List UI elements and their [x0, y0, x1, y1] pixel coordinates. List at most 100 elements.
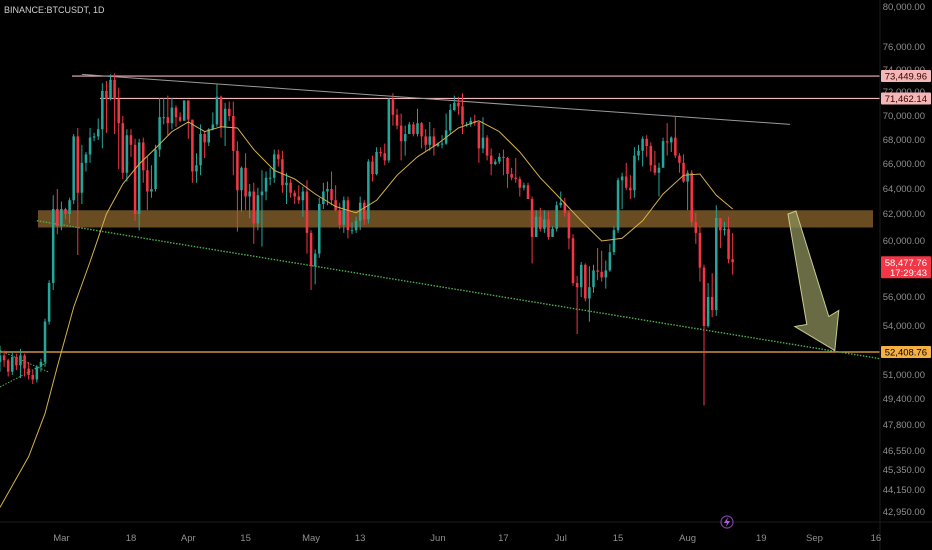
candle-body: [416, 123, 419, 134]
candle-body: [534, 216, 538, 237]
candle-body: [330, 189, 333, 201]
candle-body: [723, 228, 726, 231]
candle-body: [399, 125, 403, 142]
candle-body: [268, 177, 272, 179]
candle-body: [137, 142, 141, 214]
candle-body: [383, 153, 387, 161]
candle-body: [649, 146, 653, 166]
x-tick-label: Jun: [430, 533, 445, 544]
candle-body: [80, 162, 84, 193]
price-tag: [881, 345, 931, 358]
candle-body: [187, 100, 190, 120]
candle-body: [371, 161, 374, 174]
x-tick-label: Apr: [181, 533, 196, 544]
candle-body: [146, 170, 149, 192]
x-tick-label: 15: [240, 533, 251, 544]
candle-body: [6, 360, 10, 372]
candle-body: [395, 114, 399, 126]
resistance-trendline: [81, 73, 790, 125]
candle-body: [72, 136, 75, 201]
candle-body: [31, 375, 35, 380]
candle-body: [547, 219, 550, 237]
x-tick-label: 13: [355, 533, 366, 544]
y-tick-label: 45,350.00: [883, 465, 925, 476]
candle-body: [109, 79, 112, 100]
x-tick-label: 19: [756, 533, 767, 544]
candle-body: [322, 191, 325, 204]
candle-body: [481, 137, 485, 149]
candle-body: [232, 116, 235, 151]
candle-body: [510, 174, 513, 178]
candle-body: [493, 161, 497, 164]
candle-body: [39, 361, 43, 367]
candle-body: [0, 355, 2, 362]
price-tag: [881, 70, 931, 83]
candle-body: [23, 355, 26, 369]
candle-body: [117, 99, 120, 124]
y-tick-label: 70,000.00: [883, 111, 925, 122]
candle-body: [15, 357, 18, 366]
candle-body: [530, 199, 534, 237]
candle-body: [604, 270, 608, 278]
candle-body: [305, 191, 309, 233]
candle-body: [436, 143, 440, 146]
candle-body: [403, 134, 407, 142]
candle-body: [174, 107, 178, 118]
y-tick-label: 76,000.00: [883, 42, 925, 53]
candle-body: [195, 165, 198, 172]
candle-body: [477, 122, 481, 149]
y-tick-label: 47,800.00: [883, 420, 925, 431]
candle-body: [612, 230, 616, 253]
candle-body: [96, 129, 100, 137]
candle-body: [686, 172, 689, 182]
candle-body: [608, 252, 612, 271]
candle-body: [211, 124, 215, 130]
candle-body: [514, 177, 517, 179]
candle-body: [223, 108, 227, 127]
candle-body: [526, 185, 530, 199]
candle-body: [51, 209, 55, 283]
price-tag: [881, 92, 931, 105]
y-tick-label: 51,000.00: [883, 370, 925, 381]
candle-body: [624, 176, 628, 188]
candle-body: [379, 152, 382, 154]
x-tick-label: 18: [126, 533, 137, 544]
candle-body: [150, 189, 153, 192]
candle-body: [358, 202, 362, 221]
candle-body: [588, 287, 591, 299]
candle-body: [571, 238, 575, 283]
candle-body: [285, 182, 288, 186]
candle-body: [19, 355, 22, 366]
candle-body: [277, 154, 280, 160]
candle-body: [84, 154, 88, 163]
candle-body: [387, 99, 391, 161]
candle-body: [240, 167, 243, 191]
candle-body: [375, 152, 378, 174]
projection-arrow: [787, 210, 840, 352]
candle-body: [43, 321, 47, 362]
candle-body: [420, 123, 423, 137]
candle-body: [60, 209, 63, 227]
candle-body: [113, 79, 116, 100]
candle-body: [620, 176, 624, 181]
price-tag-label: 73,449.96: [885, 72, 927, 83]
candle-body: [674, 137, 677, 156]
candle-body: [56, 209, 59, 227]
candle-body: [448, 110, 452, 131]
candle-body: [669, 137, 673, 143]
candle-body: [88, 137, 92, 155]
candle-body: [719, 218, 722, 231]
candle-body: [350, 230, 354, 232]
candle-body: [473, 120, 477, 122]
candle-body: [346, 200, 350, 231]
candle-body: [412, 124, 415, 134]
candle-body: [579, 264, 583, 288]
candle-body: [317, 204, 321, 254]
candle-body: [592, 270, 595, 288]
candle-body: [363, 202, 366, 220]
candle-body: [637, 150, 640, 156]
candle-body: [256, 195, 260, 224]
candle-body: [702, 267, 706, 326]
